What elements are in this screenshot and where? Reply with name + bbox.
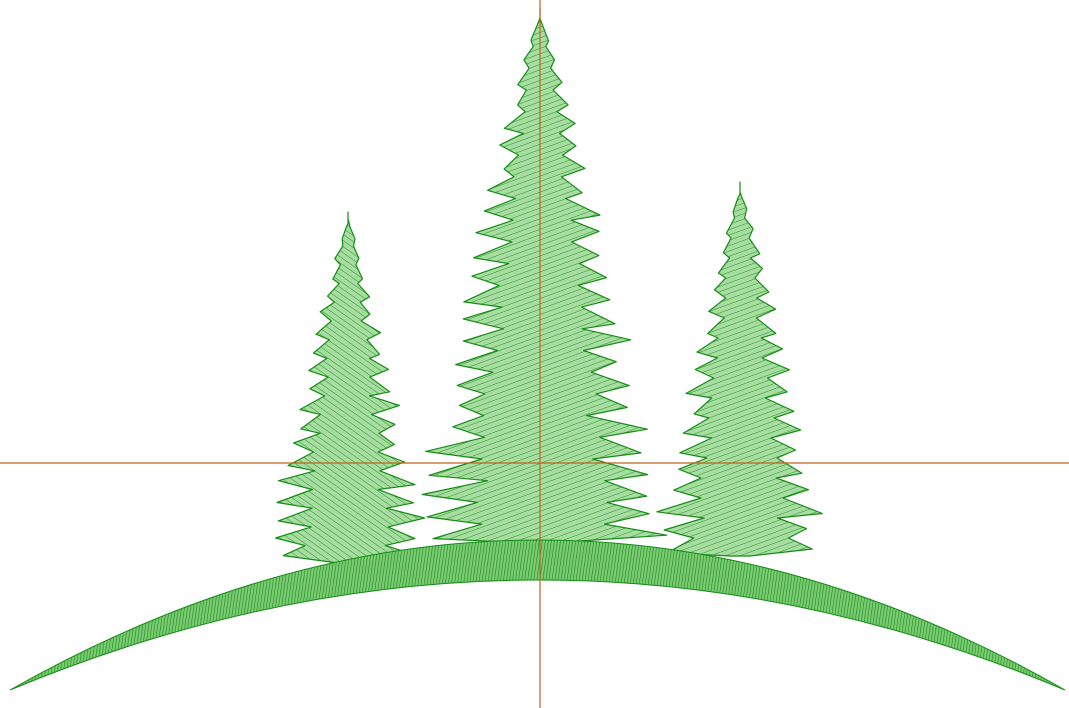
tree [276,212,434,563]
hill [10,540,1065,690]
page: (() => { const g = document.getElementBy… [0,0,1069,708]
trees [276,8,823,563]
tree [657,182,822,556]
embroidery-preview [0,0,1069,708]
